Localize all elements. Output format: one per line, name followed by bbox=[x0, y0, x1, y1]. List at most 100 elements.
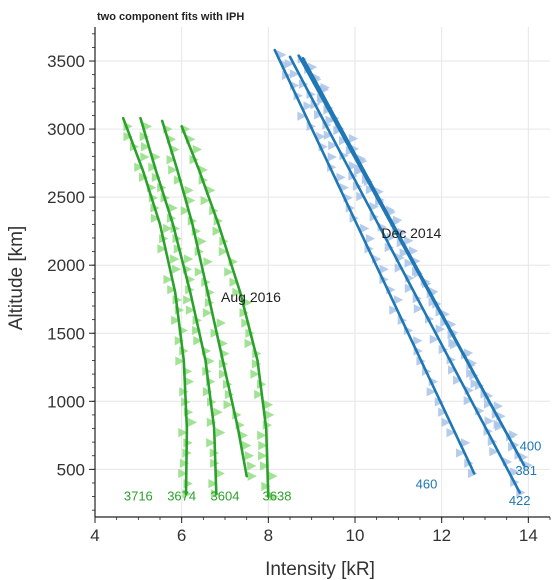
y-tick-label: 2500 bbox=[47, 188, 85, 207]
data-marker bbox=[163, 223, 173, 234]
data-marker bbox=[259, 461, 270, 471]
data-marker bbox=[141, 142, 151, 152]
fit-line-400 bbox=[297, 54, 521, 459]
series-label-400: 400 bbox=[520, 438, 542, 453]
x-axis-label: Intensity [kR] bbox=[265, 559, 375, 580]
data-marker bbox=[303, 101, 313, 111]
data-marker bbox=[365, 234, 376, 244]
data-marker bbox=[202, 308, 213, 318]
data-marker bbox=[185, 305, 196, 315]
data-marker bbox=[200, 195, 210, 206]
data-marker bbox=[170, 254, 180, 264]
data-marker bbox=[404, 283, 415, 293]
data-marker bbox=[187, 417, 198, 428]
data-marker bbox=[510, 467, 520, 477]
data-marker bbox=[336, 172, 346, 183]
data-marker bbox=[219, 369, 229, 379]
data-marker bbox=[484, 416, 494, 426]
data-marker bbox=[180, 206, 191, 216]
data-marker bbox=[203, 257, 213, 267]
data-marker bbox=[389, 305, 399, 315]
data-marker bbox=[223, 400, 233, 410]
series-label-3638: 3638 bbox=[263, 489, 292, 504]
annotation-label: Dec 2014 bbox=[381, 225, 441, 241]
data-marker bbox=[386, 232, 396, 242]
data-marker bbox=[328, 140, 338, 151]
data-marker bbox=[489, 447, 499, 457]
data-marker bbox=[157, 244, 167, 254]
data-marker bbox=[241, 318, 251, 328]
tick-labels: 4 6 8 10 12 14 500 1000 1500 2000 2500 3000 3500 bbox=[47, 52, 538, 545]
x-tick-label: 6 bbox=[177, 526, 186, 545]
data-marker bbox=[197, 236, 207, 247]
data-marker bbox=[171, 264, 182, 274]
grid bbox=[94, 27, 550, 517]
x-tick-label: 4 bbox=[90, 526, 99, 545]
data-marker bbox=[183, 254, 194, 264]
data-marker bbox=[494, 421, 505, 432]
data-marker bbox=[179, 458, 190, 468]
data-marker bbox=[192, 325, 202, 336]
data-marker bbox=[448, 365, 458, 375]
series-labels: 3716 3674 3604 3638 460 422 381 400 Aug 2016 Dec … bbox=[124, 225, 541, 508]
data-marker bbox=[208, 479, 218, 489]
data-marker bbox=[194, 267, 205, 277]
data-marker bbox=[192, 144, 202, 155]
data-marker bbox=[166, 155, 176, 165]
data-marker bbox=[244, 338, 254, 349]
data-marker bbox=[148, 162, 158, 172]
data-marker bbox=[456, 448, 466, 458]
data-marker bbox=[379, 264, 389, 274]
data-marker bbox=[216, 318, 226, 328]
data-marker bbox=[353, 166, 364, 176]
data-marker bbox=[463, 395, 473, 406]
y-tick-label: 1000 bbox=[47, 392, 85, 411]
data-marker bbox=[449, 340, 460, 350]
y-tick-label: 2000 bbox=[47, 256, 85, 275]
x-tick-label: 12 bbox=[432, 526, 451, 545]
data-marker bbox=[178, 468, 188, 479]
fit-line-422 bbox=[288, 55, 521, 494]
data-marker bbox=[212, 226, 222, 236]
series-label-3604: 3604 bbox=[211, 489, 240, 504]
data-marker bbox=[356, 191, 366, 202]
x-tick-label: 14 bbox=[519, 526, 538, 545]
chart-title: two component fits with IPH bbox=[97, 11, 244, 23]
data-marker bbox=[297, 111, 307, 121]
data-marker bbox=[218, 246, 229, 257]
data-marker bbox=[178, 427, 188, 438]
data-marker bbox=[167, 285, 177, 295]
data-marker bbox=[171, 315, 181, 325]
data-marker bbox=[453, 375, 463, 385]
data-marker bbox=[258, 440, 268, 451]
data-marker bbox=[202, 387, 213, 397]
x-tick-label: 8 bbox=[264, 526, 273, 545]
fit-line-3604 bbox=[160, 119, 248, 478]
data-marker bbox=[184, 185, 194, 195]
data-marker bbox=[183, 295, 193, 305]
data-marker bbox=[438, 407, 448, 417]
data-marker bbox=[258, 451, 268, 461]
data-marker bbox=[404, 236, 414, 246]
data-marker bbox=[460, 438, 471, 448]
data-marker bbox=[446, 427, 456, 438]
data-marker bbox=[250, 369, 260, 379]
data-marker bbox=[327, 152, 337, 162]
data-marker bbox=[323, 130, 334, 140]
data-marker bbox=[413, 304, 424, 314]
data-marker bbox=[168, 165, 178, 175]
data-marker bbox=[325, 115, 335, 125]
data-marker bbox=[134, 162, 144, 172]
data-marker bbox=[360, 223, 370, 234]
fit-lines bbox=[121, 48, 526, 498]
data-marker bbox=[441, 417, 451, 428]
series-label-422: 422 bbox=[509, 493, 531, 508]
data-marker bbox=[289, 69, 300, 79]
data-marker bbox=[216, 427, 226, 438]
series-label-381: 381 bbox=[515, 463, 537, 478]
data-marker bbox=[254, 389, 264, 400]
data-marker bbox=[163, 274, 173, 285]
data-marker bbox=[393, 295, 404, 305]
data-marker bbox=[123, 131, 133, 142]
